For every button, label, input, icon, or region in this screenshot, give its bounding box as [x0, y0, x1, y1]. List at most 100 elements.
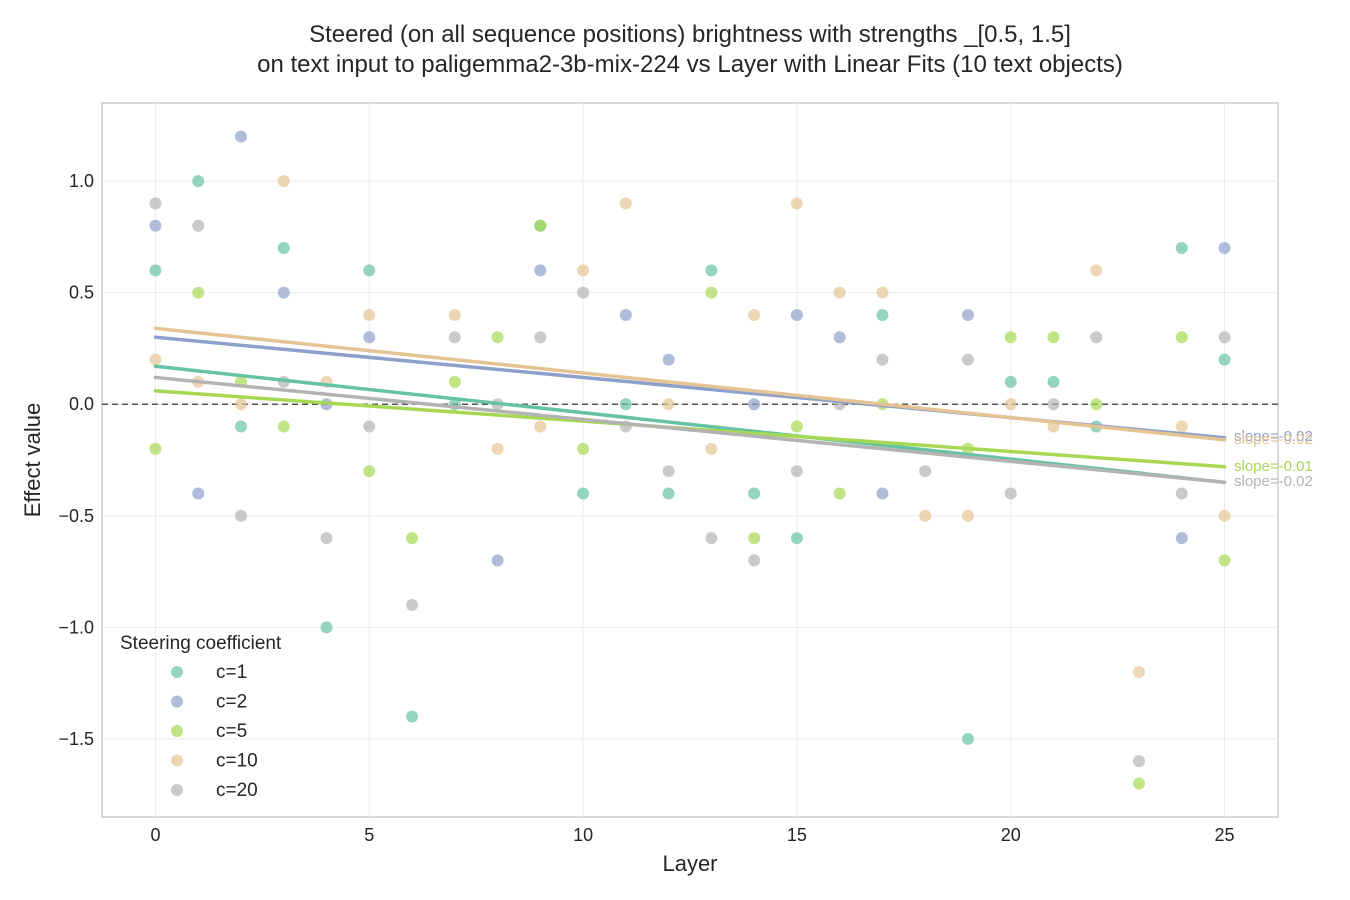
data-point	[363, 465, 376, 478]
data-point	[961, 353, 974, 366]
x-tick-label: 5	[364, 825, 374, 845]
data-point	[192, 487, 205, 500]
data-point	[748, 308, 761, 321]
data-point	[790, 197, 803, 210]
data-point	[876, 487, 889, 500]
data-point	[448, 308, 461, 321]
legend-marker	[171, 666, 183, 678]
data-point	[491, 331, 504, 344]
data-point	[448, 375, 461, 388]
y-tick-label: −1.5	[58, 729, 94, 749]
data-point	[534, 264, 547, 277]
data-point	[705, 264, 718, 277]
data-point	[662, 398, 675, 411]
fit-line	[153, 375, 1227, 485]
data-point	[149, 353, 162, 366]
x-tick-label: 25	[1215, 825, 1235, 845]
y-tick-label: −0.5	[58, 506, 94, 526]
data-point	[876, 286, 889, 299]
data-point	[876, 353, 889, 366]
data-point	[277, 420, 290, 433]
x-tick-labels: 0 5 10 15 20 25	[150, 825, 1234, 845]
legend: Steering coefficient c=1 c=2 c=5 c=10 c=20	[120, 633, 282, 801]
data-point	[1175, 242, 1188, 255]
fit-lines	[153, 326, 1227, 485]
data-point	[1218, 509, 1231, 522]
x-tick-label: 15	[787, 825, 807, 845]
data-point	[1047, 398, 1060, 411]
legend-marker	[171, 725, 183, 737]
legend-label: c=2	[216, 692, 247, 713]
slope-label: slope=-0.02	[1234, 431, 1313, 448]
y-tick-label: −1.0	[58, 617, 94, 637]
data-point	[406, 710, 419, 723]
data-point	[748, 554, 761, 567]
data-point	[662, 465, 675, 478]
data-point	[406, 599, 419, 612]
legend-label: c=20	[216, 780, 258, 801]
data-point	[1133, 665, 1146, 678]
data-point	[876, 308, 889, 321]
legend-label: c=10	[216, 751, 258, 772]
data-point	[705, 286, 718, 299]
data-point	[790, 308, 803, 321]
data-point	[149, 197, 162, 210]
legend-title: Steering coefficient	[120, 633, 282, 654]
data-point	[277, 286, 290, 299]
x-axis-label: Layer	[662, 851, 717, 876]
data-point	[534, 331, 547, 344]
data-point	[363, 331, 376, 344]
y-tick-label: 0.5	[69, 283, 94, 303]
data-point	[577, 286, 590, 299]
x-tick-label: 10	[573, 825, 593, 845]
data-point	[961, 732, 974, 745]
data-point	[790, 420, 803, 433]
data-point	[748, 532, 761, 545]
data-point	[1218, 353, 1231, 366]
data-point	[961, 308, 974, 321]
chart-title: Steered (on all sequence positions) brig…	[309, 21, 1071, 48]
data-point	[1175, 487, 1188, 500]
data-point	[748, 487, 761, 500]
data-point	[491, 442, 504, 455]
data-point	[833, 331, 846, 344]
data-point	[1175, 420, 1188, 433]
data-point	[534, 420, 547, 433]
data-point	[577, 264, 590, 277]
data-point	[234, 130, 247, 143]
data-point	[919, 509, 932, 522]
data-point	[1004, 487, 1017, 500]
x-tick-label: 0	[150, 825, 160, 845]
slope-label: slope=-0.01	[1234, 458, 1313, 475]
data-point	[1218, 331, 1231, 344]
data-point	[705, 532, 718, 545]
data-point	[1090, 331, 1103, 344]
data-point	[833, 487, 846, 500]
data-point	[619, 398, 632, 411]
data-point	[1218, 554, 1231, 567]
data-point	[577, 487, 590, 500]
y-axis-label: Effect value	[20, 403, 45, 518]
data-point	[363, 420, 376, 433]
data-point	[577, 442, 590, 455]
legend-marker	[171, 754, 183, 767]
data-point	[833, 286, 846, 299]
data-point	[406, 532, 419, 545]
data-point	[1004, 398, 1017, 411]
data-point	[961, 509, 974, 522]
data-point	[919, 465, 932, 478]
data-point	[1090, 264, 1103, 277]
data-point	[149, 442, 162, 455]
data-point	[192, 219, 205, 232]
data-point	[234, 420, 247, 433]
data-point	[790, 532, 803, 545]
y-tick-label: 1.0	[69, 171, 94, 191]
fit-line	[153, 326, 1227, 442]
data-point	[1004, 375, 1017, 388]
data-point	[149, 264, 162, 277]
data-point	[491, 554, 504, 567]
data-point	[320, 621, 333, 634]
data-point	[277, 175, 290, 188]
slope-labels: slope=-0.02slope=-0.01slope=-0.02slope=-…	[1234, 428, 1313, 490]
